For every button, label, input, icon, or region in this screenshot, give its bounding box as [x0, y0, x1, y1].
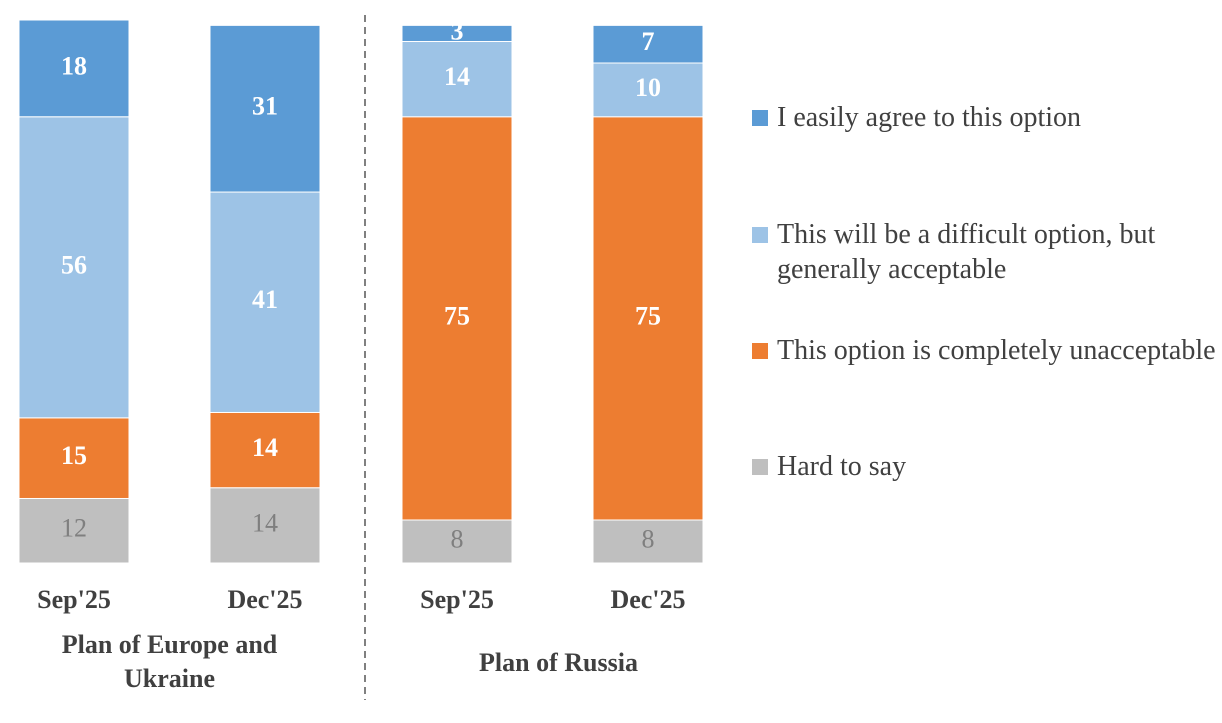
bar-segment — [401, 116, 513, 521]
value-label: 12 — [61, 514, 87, 543]
value-label: 75 — [444, 301, 470, 330]
legend-swatch — [752, 227, 768, 243]
value-label: 8 — [451, 524, 464, 553]
value-label: 10 — [635, 73, 661, 102]
x-tick-label: Dec'25 — [610, 585, 685, 614]
bar-segment — [18, 417, 130, 499]
legend-swatch — [752, 459, 768, 475]
bar-segment — [401, 24, 513, 43]
legend-label: This will be a difficult option, but gen… — [777, 219, 1156, 285]
bar-segment — [18, 116, 130, 419]
bar-segment — [592, 116, 704, 521]
value-label: 7 — [642, 27, 655, 56]
value-label: 31 — [252, 92, 278, 121]
group-label: Plan of Russia — [479, 648, 638, 677]
value-label: 14 — [252, 433, 278, 462]
value-label: 3 — [451, 16, 464, 45]
value-label: 75 — [635, 301, 661, 330]
bar-segment — [209, 487, 321, 564]
legend-label: Hard to say — [777, 451, 907, 482]
value-label: 14 — [252, 508, 278, 537]
bar-segment — [18, 19, 130, 118]
legend-item: I easily agree to this option — [752, 100, 1222, 135]
bar-segment — [209, 191, 321, 413]
legend-item: This option is completely unacceptable — [752, 333, 1222, 368]
value-label: 18 — [61, 51, 87, 80]
bar-segment — [592, 519, 704, 564]
value-label: 56 — [61, 250, 87, 279]
bar-segment — [18, 497, 130, 564]
x-tick-label: Dec'25 — [227, 585, 302, 614]
legend-label: I easily agree to this option — [777, 102, 1082, 133]
bar-segment — [592, 24, 704, 64]
bar-segment — [209, 24, 321, 193]
bar-segment — [592, 62, 704, 118]
value-label: 41 — [252, 285, 278, 314]
value-label: 14 — [444, 62, 470, 91]
legend-item: This will be a difficult option, but gen… — [752, 217, 1222, 287]
x-tick-label: Sep'25 — [420, 585, 494, 614]
legend-swatch — [752, 110, 768, 126]
bar-segment — [209, 411, 321, 489]
legend-item: Hard to say — [752, 449, 1222, 484]
value-label: 15 — [61, 441, 87, 470]
group-label: Plan of Europe and Ukraine — [61, 630, 278, 693]
legend-label: This option is completely unacceptable — [777, 335, 1216, 366]
value-label: 8 — [642, 524, 655, 553]
bar-segment — [401, 519, 513, 564]
bar-segment — [401, 41, 513, 118]
x-tick-label: Sep'25 — [37, 585, 111, 614]
legend-swatch — [752, 343, 768, 359]
